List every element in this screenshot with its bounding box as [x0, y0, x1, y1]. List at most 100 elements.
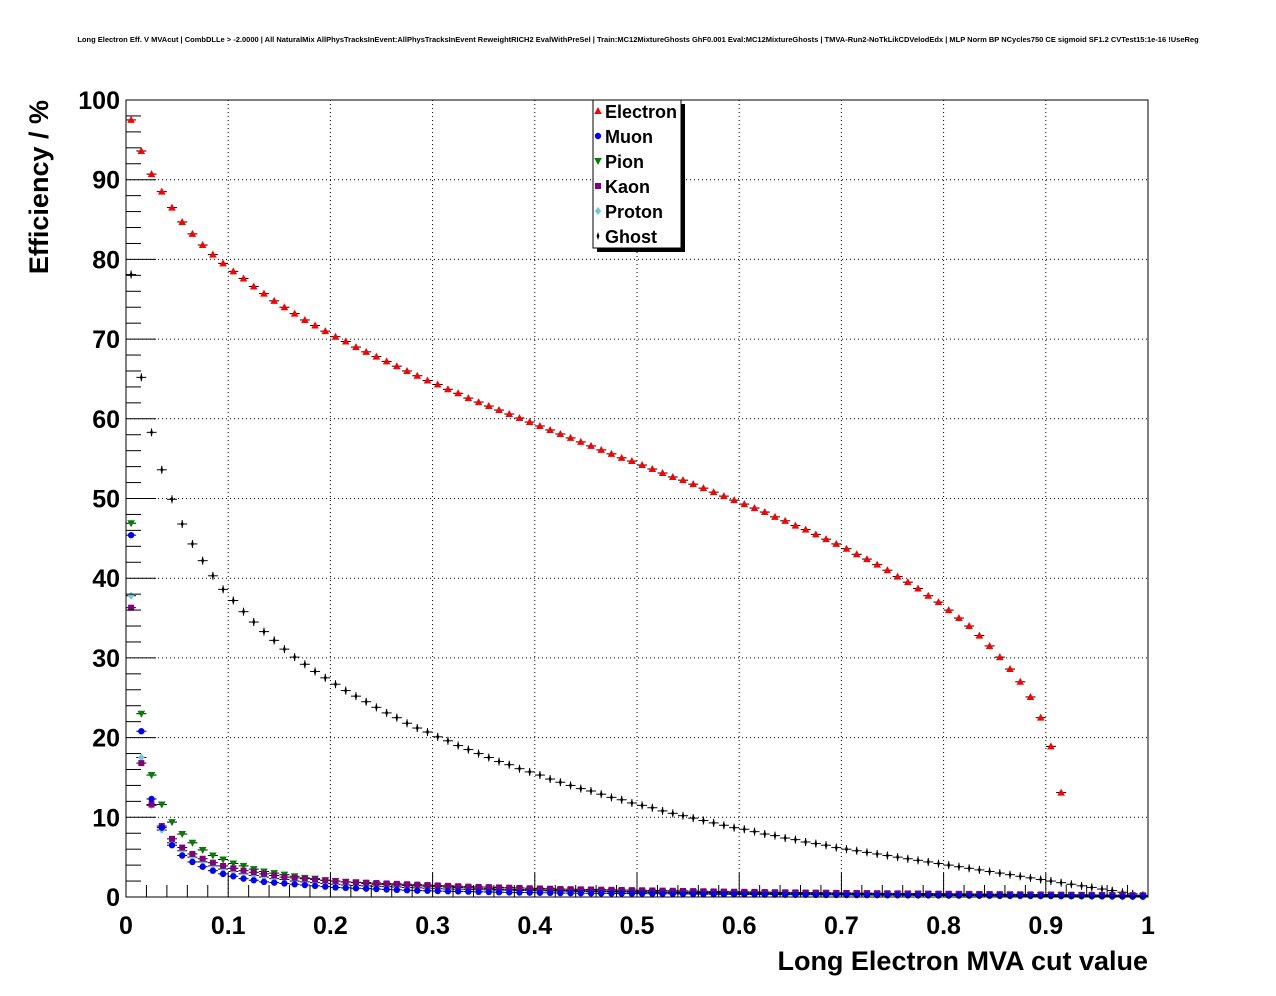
data-point [199, 855, 206, 862]
data-point [139, 373, 143, 382]
data-point [538, 771, 542, 780]
data-point [157, 187, 166, 195]
data-point [640, 801, 644, 810]
data-point [1008, 870, 1012, 879]
data-point [730, 891, 738, 898]
data-point [976, 892, 983, 899]
data-point [659, 890, 666, 898]
data-point [801, 525, 810, 533]
data-point [679, 890, 687, 898]
data-point [179, 852, 186, 859]
data-point [794, 835, 797, 844]
data-point [689, 480, 698, 488]
data-point [485, 884, 492, 891]
data-point [804, 838, 808, 847]
data-point [1017, 892, 1024, 900]
legend-label: Pion [605, 152, 644, 172]
data-point [986, 892, 993, 899]
x-axis-title: Long Electron MVA cut value [777, 946, 1148, 976]
data-point [138, 760, 145, 767]
data-point [444, 888, 452, 895]
data-point [587, 890, 595, 897]
data-point [1039, 875, 1043, 884]
legend-label: Ghost [605, 227, 657, 247]
data-point [477, 749, 480, 758]
data-point [129, 270, 133, 279]
data-point [885, 851, 889, 860]
data-point [628, 457, 636, 465]
data-point [863, 555, 871, 563]
data-point [270, 296, 278, 304]
data-point [374, 703, 378, 712]
data-point [127, 115, 135, 123]
series-electron [126, 115, 1067, 796]
chart-title: Long Electron Eff. V MVAcut | CombDLLe >… [77, 35, 1199, 44]
legend-marker [594, 207, 602, 215]
data-point [323, 673, 327, 682]
data-point [485, 888, 493, 896]
data-point [436, 732, 440, 741]
data-point [127, 531, 135, 539]
data-point [587, 441, 595, 449]
x-tick-label: 0 [119, 912, 133, 940]
legend-label: Electron [605, 102, 677, 122]
data-point [1088, 893, 1095, 900]
data-point [617, 453, 626, 461]
data-point [845, 845, 848, 854]
data-point [496, 884, 503, 891]
data-point [669, 890, 676, 898]
data-point [610, 793, 613, 802]
data-point [239, 862, 248, 870]
data-point [219, 259, 227, 267]
data-point [301, 875, 308, 882]
y-tick-label: 80 [92, 246, 120, 274]
data-point [229, 860, 238, 868]
y-tick-label: 90 [92, 167, 120, 195]
y-tick-label: 30 [92, 645, 120, 673]
data-point [1090, 883, 1094, 892]
data-point [252, 618, 256, 627]
data-point [455, 883, 462, 890]
data-point [291, 874, 298, 881]
data-point [832, 539, 841, 547]
data-point [331, 332, 340, 340]
data-point [127, 520, 135, 528]
y-tick-label: 20 [92, 725, 120, 753]
data-point [576, 437, 585, 445]
data-point [750, 504, 759, 512]
data-point [354, 692, 358, 701]
y-tick-label: 0 [106, 884, 120, 912]
x-tick-label: 0.6 [722, 912, 757, 940]
data-point [996, 653, 1004, 661]
data-point [914, 892, 922, 899]
data-point [1037, 892, 1044, 900]
data-point [271, 872, 278, 879]
data-point [393, 886, 401, 894]
data-point [1049, 877, 1053, 886]
data-point [1006, 892, 1014, 900]
legend-marker [596, 232, 600, 240]
y-tick-label: 100 [78, 87, 120, 115]
legend-marker [594, 107, 602, 114]
y-tick-label: 10 [92, 804, 120, 832]
y-tick-label: 50 [92, 486, 120, 514]
data-point [219, 865, 227, 874]
data-point [260, 878, 268, 886]
data-point [700, 890, 707, 898]
data-point [834, 843, 838, 852]
data-point [944, 606, 953, 614]
data-point [771, 512, 779, 520]
data-point [209, 852, 217, 860]
data-point [620, 795, 624, 804]
x-tick-label: 0.1 [211, 912, 246, 940]
data-point [230, 865, 237, 872]
data-point [977, 865, 981, 874]
data-point [220, 862, 227, 869]
x-tick-label: 0.8 [926, 912, 961, 940]
x-tick-label: 0.4 [517, 912, 552, 940]
y-tick-label: 40 [92, 565, 120, 593]
data-point [147, 170, 156, 178]
data-point [893, 572, 902, 580]
data-point [965, 892, 973, 899]
data-point [293, 653, 297, 662]
